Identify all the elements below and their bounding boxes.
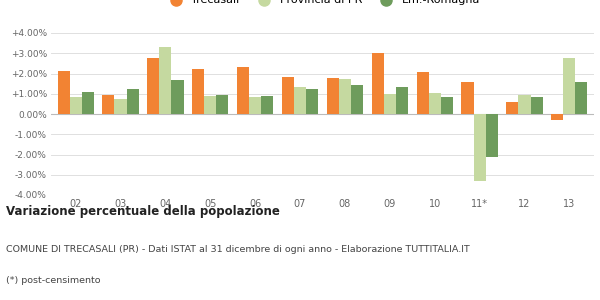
Bar [473, 114, 485, 181]
Bar [371, 53, 384, 114]
Bar [192, 69, 204, 114]
Bar [518, 95, 530, 114]
Bar [351, 85, 363, 114]
Legend: Trecasali, Provincia di PR, Em.-Romagna: Trecasali, Provincia di PR, Em.-Romagna [163, 0, 482, 8]
Bar [294, 87, 306, 114]
Text: Variazione percentuale della popolazione: Variazione percentuale della popolazione [6, 206, 280, 218]
Text: (*) post-censimento: (*) post-censimento [6, 276, 101, 285]
Bar [339, 79, 351, 114]
Bar [306, 89, 318, 114]
Bar [217, 95, 229, 114]
Bar [160, 47, 172, 114]
Bar [70, 97, 82, 114]
Bar [327, 77, 339, 114]
Bar [441, 97, 453, 114]
Bar [127, 89, 139, 114]
Bar [58, 71, 70, 114]
Bar [428, 93, 441, 114]
Bar [282, 76, 294, 114]
Bar [237, 68, 249, 114]
Bar [204, 96, 217, 114]
Bar [416, 73, 428, 114]
Bar [172, 80, 184, 114]
Bar [563, 58, 575, 114]
Bar [530, 97, 542, 114]
Bar [485, 114, 498, 157]
Bar [575, 82, 587, 114]
Bar [461, 82, 473, 114]
Bar [115, 99, 127, 114]
Bar [551, 114, 563, 120]
Bar [147, 58, 160, 114]
Bar [396, 87, 408, 114]
Bar [506, 102, 518, 114]
Bar [249, 97, 261, 114]
Bar [82, 92, 94, 114]
Text: COMUNE DI TRECASALI (PR) - Dati ISTAT al 31 dicembre di ogni anno - Elaborazione: COMUNE DI TRECASALI (PR) - Dati ISTAT al… [6, 244, 470, 253]
Bar [384, 94, 396, 114]
Bar [103, 95, 115, 114]
Bar [261, 96, 274, 114]
